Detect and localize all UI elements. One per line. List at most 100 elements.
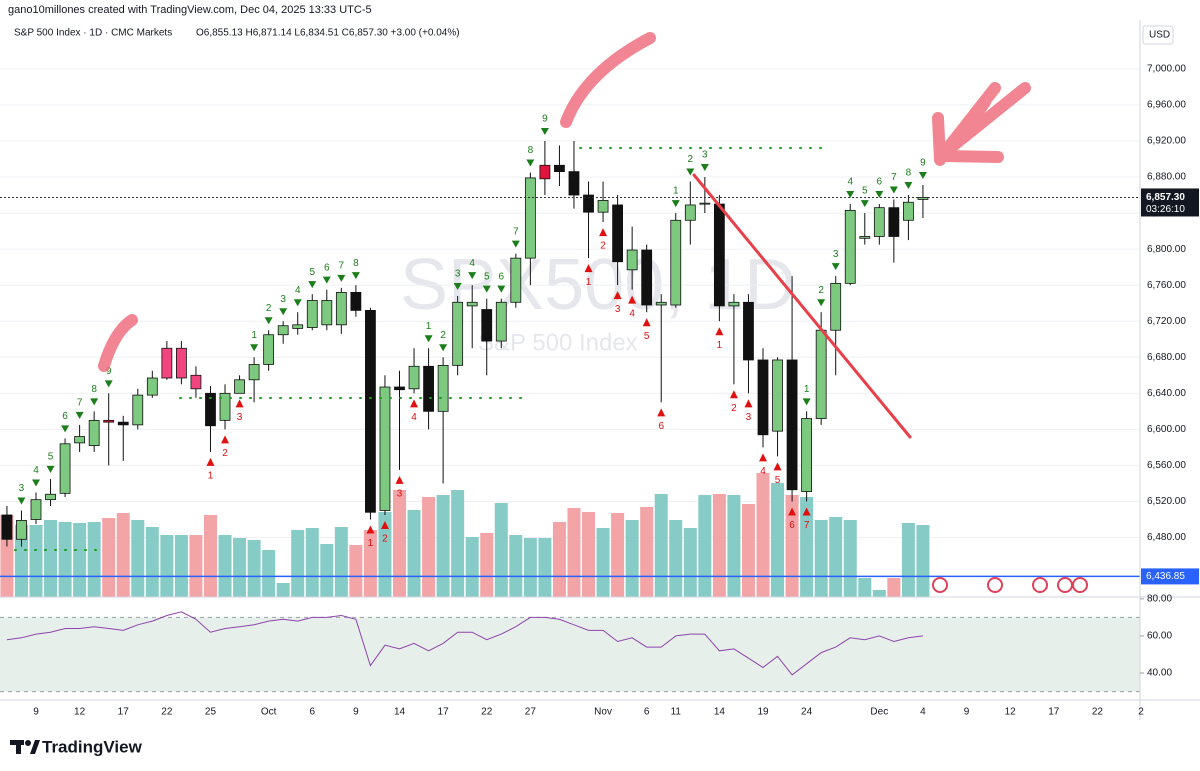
td-count: 3 — [280, 294, 286, 305]
td-count: 2 — [440, 330, 446, 341]
volume-bar — [683, 528, 697, 597]
x-tick-label: 22 — [1092, 707, 1104, 718]
volume-bar — [698, 495, 712, 597]
td-count: 4 — [469, 258, 475, 269]
volume-bar — [349, 545, 363, 597]
td-count: 2 — [600, 241, 606, 252]
volume-bar — [625, 520, 639, 597]
td-count: 2 — [818, 285, 824, 296]
td-arrow — [642, 318, 651, 327]
y-tick-label: 6,520.00 — [1147, 496, 1186, 507]
td-count: 7 — [513, 226, 519, 237]
scribble — [932, 112, 946, 166]
rsi-line — [6, 611, 923, 676]
event-icons — [932, 577, 1088, 593]
candle-body — [306, 300, 318, 328]
event-icon — [1072, 577, 1088, 593]
currency[interactable]: USD — [1149, 30, 1170, 41]
x-tick-label: 27 — [525, 707, 537, 718]
scribble — [952, 96, 991, 146]
candle-body — [888, 207, 900, 237]
x-tick-label: 14 — [394, 707, 406, 718]
candle-body — [132, 394, 144, 426]
volume-bar — [247, 540, 261, 597]
td-count: 8 — [353, 258, 359, 269]
candle-body — [234, 379, 245, 394]
td-count: 5 — [644, 331, 650, 342]
x-tick-label: 19 — [757, 707, 769, 718]
symbol: S&P 500 Index · 1D · CMC Markets — [14, 28, 172, 39]
candle-body — [917, 197, 929, 200]
volume-bar — [262, 550, 276, 597]
td-count: 1 — [426, 321, 432, 332]
td-count: 5 — [862, 186, 868, 197]
volume-bar — [727, 495, 741, 597]
scribbles — [98, 32, 1031, 372]
candle-body — [772, 359, 783, 432]
td-count: 3 — [833, 249, 839, 260]
candle-body — [801, 418, 813, 492]
td-arrow — [744, 399, 753, 408]
td-count: 3 — [397, 489, 403, 500]
td-arrow — [17, 497, 26, 505]
candle-body — [641, 249, 653, 306]
drawings — [14, 32, 1031, 551]
td-arrow — [351, 272, 360, 280]
td-arrow — [308, 281, 317, 289]
td-arrow — [613, 291, 622, 300]
y-tick-label: 6,600.00 — [1147, 424, 1186, 435]
y-tick-label: 6,720.00 — [1147, 316, 1186, 327]
candle-body — [859, 236, 871, 239]
volume-bar — [771, 483, 785, 597]
td-count: 4 — [295, 285, 301, 296]
td-arrow — [410, 399, 419, 408]
td-arrow — [424, 335, 433, 343]
price-axis-panel — [1140, 20, 1200, 720]
last-price-box — [1141, 188, 1199, 217]
volume-bar — [480, 533, 494, 597]
td-arrow — [61, 425, 70, 433]
rsi-tick-label: 60.00 — [1147, 631, 1172, 642]
td-lines — [14, 147, 831, 551]
x-tick-label: 6 — [644, 707, 650, 718]
y-tick-label: 6,800.00 — [1147, 244, 1186, 255]
candle-body — [74, 436, 86, 444]
td-count: 9 — [920, 158, 926, 169]
candle-body — [423, 365, 434, 412]
candle-body — [903, 201, 914, 221]
candle-body — [713, 203, 725, 307]
td-count: 3 — [19, 483, 25, 494]
volume-bar — [829, 517, 843, 597]
candle-body — [757, 359, 769, 436]
logo-part — [30, 740, 40, 754]
td-arrow — [221, 435, 230, 444]
candle-body — [379, 386, 391, 511]
volume-bar — [116, 513, 130, 597]
volume-bar — [465, 537, 479, 597]
volume-bar — [29, 525, 43, 597]
candle-body — [408, 365, 420, 390]
volume-bar — [44, 520, 58, 597]
volume-bar — [14, 525, 28, 597]
candle-body — [437, 364, 449, 412]
x-tick-label: 17 — [118, 707, 130, 718]
td-arrow — [250, 344, 259, 352]
candle-body — [583, 194, 594, 213]
td-arrow — [584, 264, 593, 273]
candle-body — [103, 419, 115, 423]
x-tick-label: 17 — [438, 707, 450, 718]
currency-box[interactable] — [1142, 25, 1174, 45]
y-tick-label: 6,640.00 — [1147, 388, 1186, 399]
td-count: 1 — [673, 186, 679, 197]
td-count: 9 — [106, 366, 112, 377]
rsi-tick-label: 40.00 — [1147, 668, 1172, 679]
candle-body — [335, 291, 347, 326]
candle-body — [568, 171, 580, 196]
td-arrow — [817, 299, 826, 307]
y-tick-label: 6,680.00 — [1147, 352, 1186, 363]
td-arrow — [759, 453, 767, 462]
candle-body — [728, 301, 740, 307]
candle-body — [466, 301, 478, 307]
td-arrow — [322, 276, 331, 284]
scribble — [939, 150, 1004, 163]
